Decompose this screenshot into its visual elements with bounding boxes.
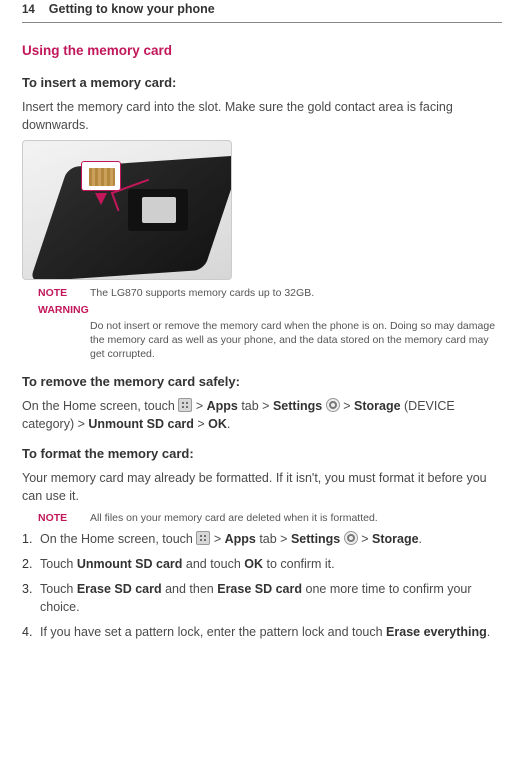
chapter-title: Getting to know your phone (49, 0, 215, 18)
memory-card-illustration (22, 140, 232, 280)
section-title: Using the memory card (22, 41, 502, 61)
note-label: NOTE (38, 286, 90, 300)
apps-grid-icon (178, 398, 192, 412)
text: On the Home screen, touch (22, 399, 178, 413)
storage-label: Storage (354, 399, 401, 413)
text: If you have set a pattern lock, enter th… (40, 625, 386, 639)
text: and then (162, 582, 218, 596)
apps-label: Apps (225, 532, 256, 546)
erase-everything-label: Erase everything (386, 625, 487, 639)
remove-heading: To remove the memory card safely: (22, 373, 502, 392)
apps-label: Apps (207, 399, 238, 413)
unmount-label: Unmount SD card (77, 557, 183, 571)
erase-label: Erase SD card (217, 582, 302, 596)
ok-label: OK (208, 417, 227, 431)
erase-label: Erase SD card (77, 582, 162, 596)
text: > (194, 417, 208, 431)
note-text: The LG870 supports memory cards up to 32… (90, 286, 314, 300)
gear-icon (344, 531, 358, 545)
unmount-label: Unmount SD card (88, 417, 194, 431)
gear-icon (326, 398, 340, 412)
format-note-text: All files on your memory card are delete… (90, 511, 378, 525)
text: Touch (40, 557, 77, 571)
note-label: NOTE (38, 511, 90, 525)
warning-label: WARNING (38, 303, 502, 318)
storage-label: Storage (372, 532, 419, 546)
step-4: If you have set a pattern lock, enter th… (22, 623, 502, 641)
page-header: 14 Getting to know your phone (22, 0, 502, 23)
text: . (487, 625, 490, 639)
zoom-callout (81, 161, 121, 191)
note-row: NOTE The LG870 supports memory cards up … (38, 286, 502, 300)
text: tab > (238, 399, 273, 413)
warning-text: Do not insert or remove the memory card … (90, 319, 502, 362)
ok-label: OK (244, 557, 263, 571)
format-note-row: NOTE All files on your memory card are d… (38, 511, 502, 525)
text: tab > (256, 532, 291, 546)
page-number: 14 (22, 2, 35, 19)
insert-heading: To insert a memory card: (22, 74, 502, 93)
text: Touch (40, 582, 77, 596)
apps-grid-icon (196, 531, 210, 545)
text: > (210, 532, 224, 546)
format-steps-list: On the Home screen, touch > Apps tab > S… (22, 530, 502, 642)
settings-label: Settings (291, 532, 340, 546)
text: > (358, 532, 372, 546)
text: to confirm it. (263, 557, 335, 571)
step-2: Touch Unmount SD card and touch OK to co… (22, 555, 502, 573)
text: . (227, 417, 230, 431)
remove-text: On the Home screen, touch > Apps tab > S… (22, 397, 502, 433)
text: . (419, 532, 422, 546)
text: > (192, 399, 206, 413)
settings-label: Settings (273, 399, 322, 413)
text: and touch (182, 557, 244, 571)
step-3: Touch Erase SD card and then Erase SD ca… (22, 580, 502, 616)
text: On the Home screen, touch (40, 532, 196, 546)
insert-text: Insert the memory card into the slot. Ma… (22, 98, 502, 134)
step-1: On the Home screen, touch > Apps tab > S… (22, 530, 502, 548)
format-heading: To format the memory card: (22, 445, 502, 464)
format-intro: Your memory card may already be formatte… (22, 469, 502, 505)
text: > (340, 399, 354, 413)
